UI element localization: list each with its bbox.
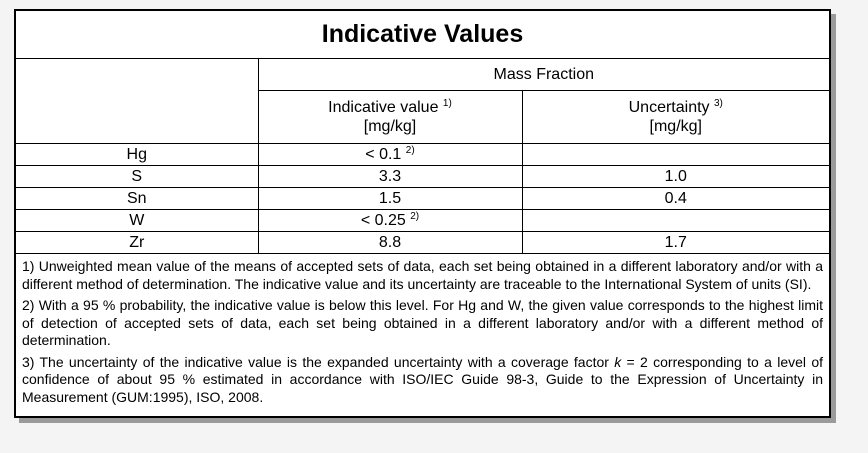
element-cell: W bbox=[16, 209, 259, 232]
blank-cell bbox=[16, 58, 259, 144]
note-text: 3) The uncertainty of the indicative val… bbox=[22, 353, 615, 370]
value-cell: 1.5 bbox=[257, 187, 523, 210]
data-row: Zr 8.8 1.7 bbox=[16, 231, 829, 253]
data-row: Sn 1.5 0.4 bbox=[16, 187, 829, 210]
note-symbol: k bbox=[614, 353, 622, 370]
group-header: Mass Fraction bbox=[257, 58, 829, 91]
uncertainty-cell: 1.0 bbox=[521, 165, 829, 188]
table-title: Indicative Values bbox=[16, 11, 829, 59]
note: 1) Unweighted mean value of the means of… bbox=[22, 258, 823, 293]
data-row: W < 0.25 2) bbox=[16, 209, 829, 232]
note-text: = 2 corresponding to a level of confiden… bbox=[22, 353, 824, 405]
indicative-values-box: Indicative Values Mass Fraction Indicati… bbox=[14, 9, 831, 418]
note-text: 2) With a 95 % probability, the indicati… bbox=[22, 297, 823, 348]
column-unit: [mg/kg] bbox=[649, 118, 702, 135]
value: < 0.25 bbox=[360, 211, 406, 229]
column-label: Uncertainty bbox=[628, 99, 710, 116]
value-cell: < 0.25 2) bbox=[257, 209, 523, 232]
column-header: Uncertainty 3) [mg/kg] bbox=[521, 90, 829, 144]
column-unit: [mg/kg] bbox=[363, 118, 417, 135]
column-note: 3) bbox=[713, 98, 723, 109]
value: 8.8 bbox=[378, 233, 402, 251]
uncertainty-cell bbox=[521, 143, 829, 166]
uncertainty-cell: 0.4 bbox=[521, 187, 829, 210]
uncertainty-cell bbox=[521, 209, 829, 232]
value-note: 2) bbox=[405, 144, 415, 156]
value-cell: < 0.1 2) bbox=[257, 143, 523, 166]
column-label: Indicative value bbox=[328, 99, 439, 116]
value-cell: 3.3 bbox=[257, 165, 523, 188]
column-note: 1) bbox=[442, 98, 452, 109]
value: 1.5 bbox=[378, 189, 402, 207]
note-text: 1) Unweighted mean value of the means of… bbox=[22, 258, 823, 292]
data-row: S 3.3 1.0 bbox=[16, 165, 829, 188]
element-cell: S bbox=[16, 165, 259, 188]
value: 3.3 bbox=[378, 167, 402, 185]
element-cell: Zr bbox=[16, 231, 259, 253]
note: 2) With a 95 % probability, the indicati… bbox=[22, 297, 823, 350]
value: < 0.1 bbox=[365, 145, 402, 163]
note: 3) The uncertainty of the indicative val… bbox=[22, 354, 823, 407]
element-cell: Hg bbox=[16, 143, 259, 166]
uncertainty-cell: 1.7 bbox=[521, 231, 829, 253]
data-row: Hg < 0.1 2) bbox=[16, 143, 829, 166]
element-cell: Sn bbox=[16, 187, 259, 210]
values-table: Indicative Values Mass Fraction Indicati… bbox=[16, 11, 829, 253]
value-note: 2) bbox=[410, 210, 420, 222]
notes: 1) Unweighted mean value of the means of… bbox=[16, 253, 829, 416]
column-header: Indicative value 1) [mg/kg] bbox=[258, 90, 523, 144]
value-cell: 8.8 bbox=[257, 231, 523, 253]
